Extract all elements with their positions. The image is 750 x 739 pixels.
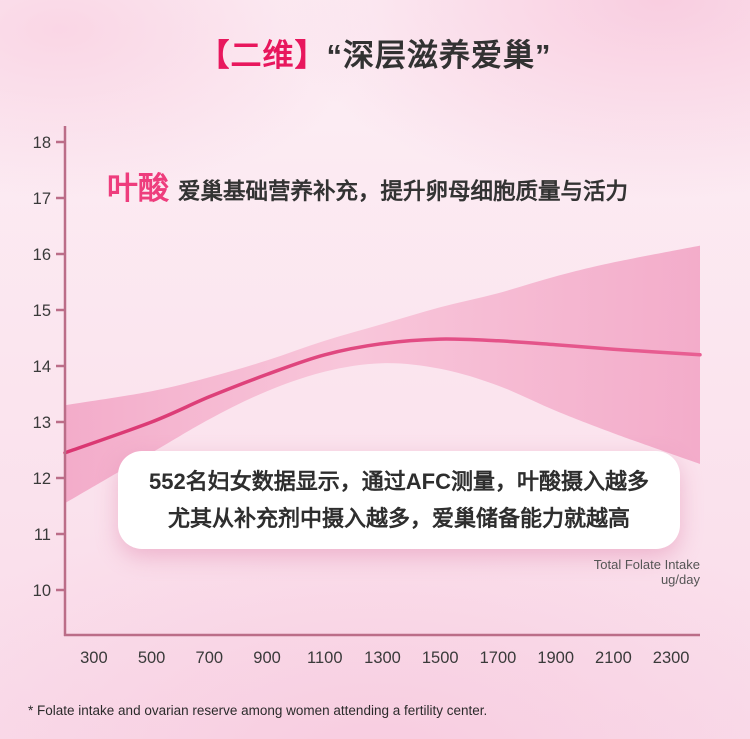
x-axis-title-line-1: Total Folate Intake bbox=[593, 557, 700, 572]
callout-line-1: 552名妇女数据显示，通过AFC测量，叶酸摄入越多 bbox=[149, 469, 649, 494]
x-tick-label: 2300 bbox=[653, 649, 690, 667]
y-tick-label: 10 bbox=[33, 582, 51, 600]
x-tick-label: 2100 bbox=[595, 649, 632, 667]
x-tick-label: 700 bbox=[196, 649, 224, 667]
y-tick-label: 16 bbox=[33, 246, 51, 264]
x-tick-label: 1300 bbox=[364, 649, 401, 667]
y-tick-label: 15 bbox=[33, 302, 51, 320]
y-tick-label: 18 bbox=[33, 134, 51, 152]
chart-heading-highlight: 叶酸 bbox=[107, 171, 169, 206]
x-axis-title-line-2: ug/day bbox=[660, 572, 700, 587]
title-bracket: 【二维】 bbox=[198, 38, 327, 73]
x-tick-label: 900 bbox=[253, 649, 281, 667]
x-tick-label: 1900 bbox=[537, 649, 574, 667]
chart-heading-text: 爱巢基础营养补充，提升卵母细胞质量与活力 bbox=[178, 179, 629, 204]
title-text: “深层滋养爱巢” bbox=[326, 38, 552, 73]
x-tick-label: 300 bbox=[80, 649, 108, 667]
y-tick-label: 17 bbox=[33, 190, 51, 208]
confidence-band bbox=[65, 245, 700, 504]
y-tick-label: 12 bbox=[33, 470, 51, 488]
y-tick-label: 14 bbox=[33, 358, 51, 376]
chart-heading: 叶酸 爱巢基础营养补充，提升卵母细胞质量与活力 bbox=[107, 163, 628, 208]
trend-line bbox=[63, 337, 702, 455]
x-tick-label: 1100 bbox=[307, 649, 342, 667]
page-title: 【二维】“深层滋养爱巢” bbox=[0, 30, 750, 75]
y-tick-label: 11 bbox=[34, 526, 51, 544]
footnote: * Folate intake and ovarian reserve amon… bbox=[28, 703, 488, 718]
x-tick-label: 1700 bbox=[480, 649, 517, 667]
callout-line-2: 尤其从补充剂中摄入越多，爱巢储备能力就越高 bbox=[167, 506, 630, 531]
x-axis-title: Total Folate Intake ug/day bbox=[594, 557, 700, 587]
y-tick-label: 13 bbox=[33, 414, 51, 432]
x-tick-label: 500 bbox=[138, 649, 166, 667]
callout-box: 552名妇女数据显示，通过AFC测量，叶酸摄入越多 尤其从补充剂中摄入越多，爱巢… bbox=[118, 451, 680, 549]
x-tick-label: 1500 bbox=[422, 649, 459, 667]
